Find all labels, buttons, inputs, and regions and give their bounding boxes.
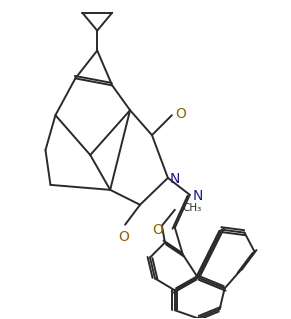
- Text: O: O: [175, 107, 186, 121]
- Text: O: O: [152, 223, 163, 237]
- Text: N: N: [193, 189, 203, 203]
- Text: CH₃: CH₃: [183, 203, 202, 213]
- Text: N: N: [170, 172, 180, 186]
- Text: O: O: [119, 230, 129, 244]
